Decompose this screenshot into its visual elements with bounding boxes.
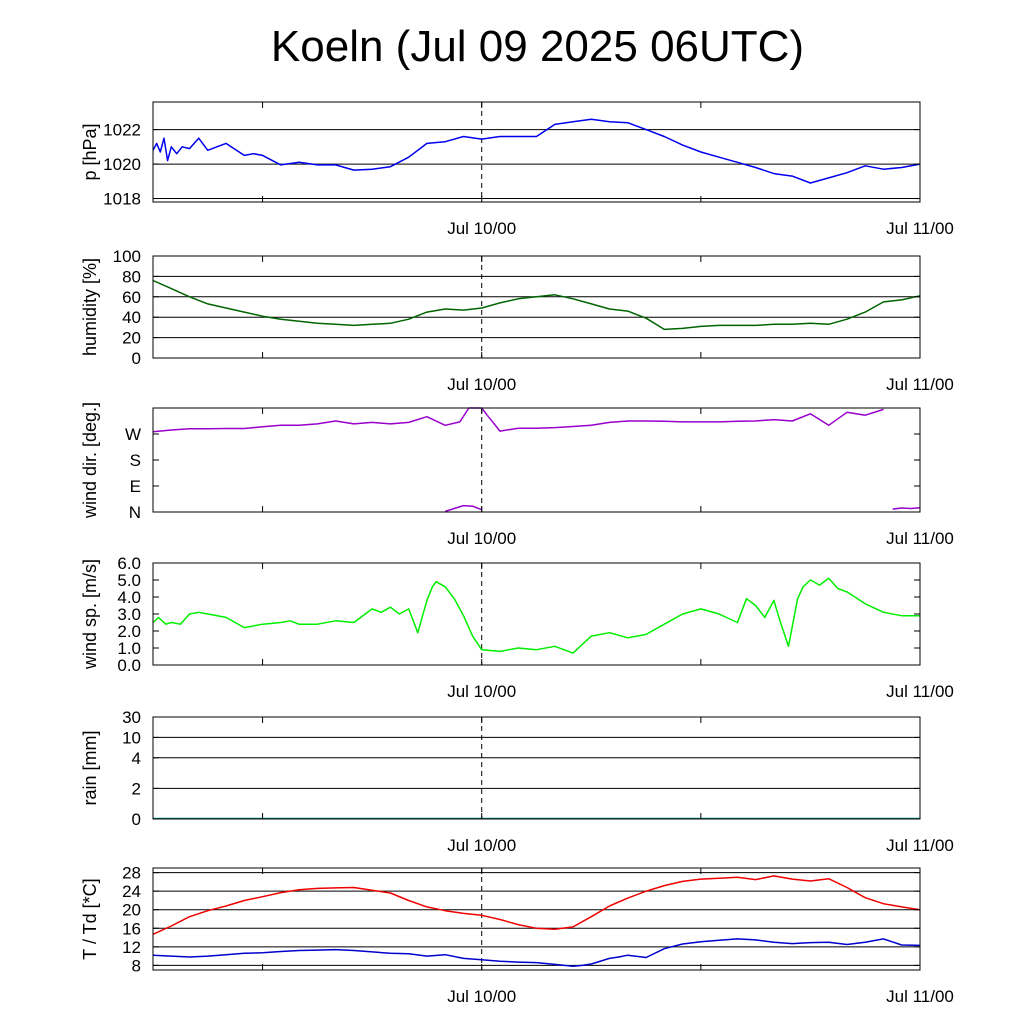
ylabel: wind dir. [deg.] (80, 402, 100, 519)
ytick-label: 1020 (103, 155, 141, 174)
ytick-label: 0 (132, 810, 141, 829)
ytick-label: 0.0 (117, 656, 141, 675)
ytick-label: 16 (122, 919, 141, 938)
series-line-0 (152, 118, 921, 184)
series-line-0 (152, 875, 921, 935)
ytick-label: 0 (132, 349, 141, 368)
xtick-label: Jul 10/00 (447, 375, 516, 394)
ytick-label: 4.0 (117, 588, 141, 607)
ytick-label: 30 (122, 708, 141, 727)
chart-title: Koeln (Jul 09 2025 06UTC) (270, 22, 805, 71)
ytick-label: 20 (122, 901, 141, 920)
series-line-2 (892, 506, 921, 510)
ytick-label: 80 (122, 267, 141, 286)
ytick-label: N (129, 503, 141, 522)
series-line-0 (152, 407, 884, 433)
xtick-label: Jul 11/00 (886, 682, 954, 701)
series-line-1 (152, 938, 921, 968)
series-line-0 (152, 577, 920, 654)
ytick-label: 40 (122, 308, 141, 327)
ytick-label: 10 (122, 728, 141, 747)
ytick-label: W (125, 425, 141, 444)
series-line-0 (152, 279, 921, 331)
ytick-label: 2.0 (117, 622, 141, 641)
ytick-label: 100 (113, 247, 141, 266)
plot-frame (152, 407, 921, 513)
xtick-label: Jul 10/00 (447, 987, 516, 1006)
plot-frame (152, 255, 921, 359)
xtick-label: Jul 10/00 (447, 219, 516, 238)
ytick-label: 8 (132, 956, 141, 975)
ytick-label: 1018 (103, 190, 141, 209)
ytick-label: 28 (122, 864, 141, 883)
ylabel: rain [mm] (80, 730, 100, 805)
panel-wind_speed: 0.01.02.03.04.05.06.0 Jul 10/00 Jul 11/00 w… (80, 554, 954, 701)
ytick-label: 2 (132, 779, 141, 798)
xtick-label: Jul 11/00 (886, 836, 954, 855)
ylabel: T / Td [*C] (80, 878, 100, 959)
ylabel: p [hPa] (80, 123, 100, 180)
xtick-label: Jul 11/00 (886, 375, 954, 394)
ytick-label: 20 (122, 329, 141, 348)
plot-frame (152, 716, 921, 820)
ytick-label: 24 (122, 882, 141, 901)
xtick-label: Jul 11/00 (886, 529, 954, 548)
plot-frame (152, 101, 921, 203)
panel-pressure: 1018 1020 1022 Jul 10/00 Jul 11/00 p [hPa] (80, 101, 954, 238)
ytick-label: 60 (122, 288, 141, 307)
ytick-label: 5.0 (117, 571, 141, 590)
xtick-label: Jul 11/00 (886, 219, 954, 238)
ytick-label: 4 (132, 749, 141, 768)
ylabel: wind sp. [m/s] (80, 559, 100, 670)
plot-frame (152, 867, 921, 971)
ytick-label: 1022 (103, 121, 141, 140)
xtick-label: Jul 10/00 (447, 682, 516, 701)
ytick-label: 12 (122, 938, 141, 957)
ylabel: humidity [%] (80, 258, 100, 356)
series-line-1 (444, 504, 482, 513)
xtick-label: Jul 10/00 (447, 836, 516, 855)
ytick-label: 1.0 (117, 639, 141, 658)
ytick-label: 3.0 (117, 605, 141, 624)
xtick-label: Jul 11/00 (886, 987, 954, 1006)
ytick-label: 6.0 (117, 554, 141, 573)
xtick-label: Jul 10/00 (447, 529, 516, 548)
ytick-label: S (130, 451, 141, 470)
ytick-label: E (130, 477, 141, 496)
